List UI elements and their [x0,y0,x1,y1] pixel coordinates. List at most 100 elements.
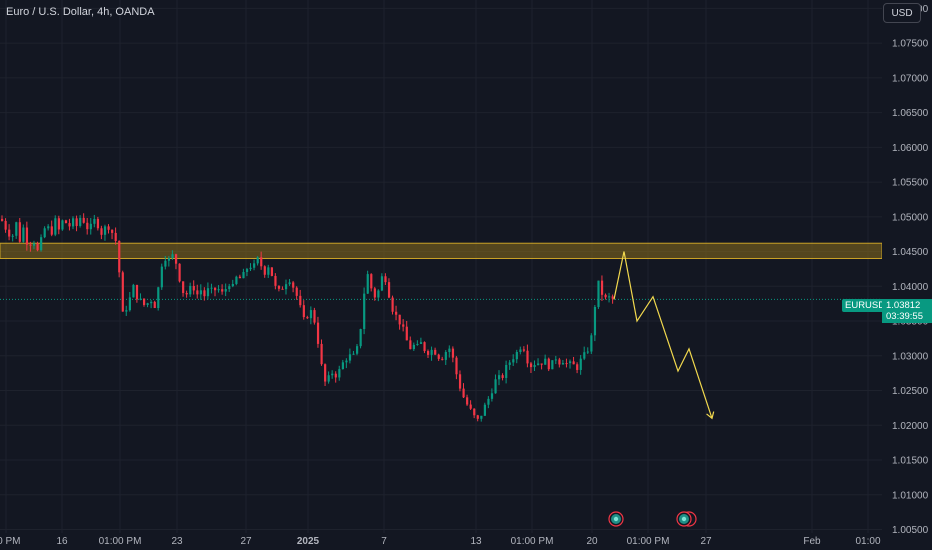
candle-body [302,305,305,318]
candle-body [512,359,515,363]
candle-body [427,351,430,355]
currency-button[interactable]: USD [883,3,921,23]
time-tick-label: 01:00 [855,536,880,547]
time-tick-label: 00 PM [0,536,20,547]
chart-title: Euro / U.S. Dollar, 4h, OANDA [6,6,155,18]
candle-body [338,369,341,378]
event-marker-core [681,516,687,522]
candle-body [25,227,29,245]
candle-body [274,275,277,286]
candle-body [356,346,359,354]
candle-body [100,228,103,235]
candle-body [68,223,71,227]
time-tick-label: 01:00 PM [511,536,554,547]
price-tick-label: 1.02500 [892,386,929,397]
candle-body [487,398,490,405]
candle-body [384,276,387,283]
candle-body [529,363,533,368]
time-tick-label: Feb [803,536,821,547]
projection-line [613,251,713,419]
price-tick-label: 1.00500 [892,525,929,536]
price-tick-label: 1.02000 [892,421,929,432]
candle-body [611,296,614,299]
candle-body [32,243,36,246]
candle-body [285,284,288,290]
candle-body [345,360,348,363]
candle-body [590,335,593,352]
time-tick-label: 7 [381,536,387,547]
candle-body [483,404,486,416]
candle-body [288,282,291,285]
candle-body [540,363,543,365]
candle-body [441,358,444,360]
price-axis-bg [882,0,932,550]
candle-body [600,280,604,295]
candle-body [174,254,178,264]
candle-body [107,226,110,230]
projection-arrowhead [706,411,715,420]
event-markers[interactable] [608,511,697,527]
candle-body [72,218,75,227]
candle-body [473,408,476,416]
candle-body [22,227,25,242]
candle-body [501,375,504,378]
candle-body [430,349,433,355]
candle-body [89,223,92,230]
candle-body [551,360,554,370]
current-price-label: 1.03812 03:39:55 [882,299,932,323]
candle-body [103,226,107,235]
candle-body [476,415,479,419]
candle-body [96,218,100,229]
time-tick-label: 23 [171,536,183,547]
time-axis[interactable]: 00 PM 16 01:00 PM 23 27 2025 7 13 01:00 PM 20 01:0… [0,536,881,547]
candle-body [114,232,117,242]
candle-body [519,349,522,352]
candle-body [316,322,320,344]
candle-body [469,404,472,409]
candle-body [118,241,121,273]
candle-body [366,274,369,294]
candle-body [43,228,46,238]
candle-body [242,271,245,279]
price-tick-label: 1.01500 [892,456,929,467]
candle-body [185,293,188,295]
price-tick-label: 1.01000 [892,490,929,501]
candle-body [143,298,146,305]
candle-body [363,293,366,330]
price-axis[interactable]: 1.080001.075001.070001.065001.060001.055… [892,4,929,536]
candle-body [86,222,89,230]
candle-body [121,272,124,312]
time-tick-label: 16 [56,536,68,547]
candle-body [36,243,39,251]
price-tick-label: 1.04000 [892,282,929,293]
candle-body [260,257,263,267]
candle-body [57,218,60,230]
time-tick-label: 01:00 PM [627,536,670,547]
candle-body [490,393,494,399]
candle-body [18,222,21,242]
candle-body [221,289,224,292]
candle-body [235,276,238,284]
candle-body [15,222,18,236]
candle-body [547,358,550,370]
candles-layer [1,213,614,422]
candle-body [533,364,536,368]
candle-body [572,361,575,365]
candle-body [437,354,440,359]
candle-body [455,357,458,375]
candle-body [157,287,160,309]
candle-body [47,226,50,229]
candle-body [249,267,252,270]
time-tick-label: 2025 [297,536,320,547]
candle-body [341,362,344,370]
candle-body [228,286,231,290]
candle-body [377,290,380,298]
candle-body [199,290,202,295]
candle-body [153,301,156,309]
candle-body [320,343,323,365]
candle-body [295,287,298,296]
resistance-zone[interactable] [0,242,883,260]
projection-path[interactable] [613,251,715,420]
time-tick-label: 27 [700,536,712,547]
